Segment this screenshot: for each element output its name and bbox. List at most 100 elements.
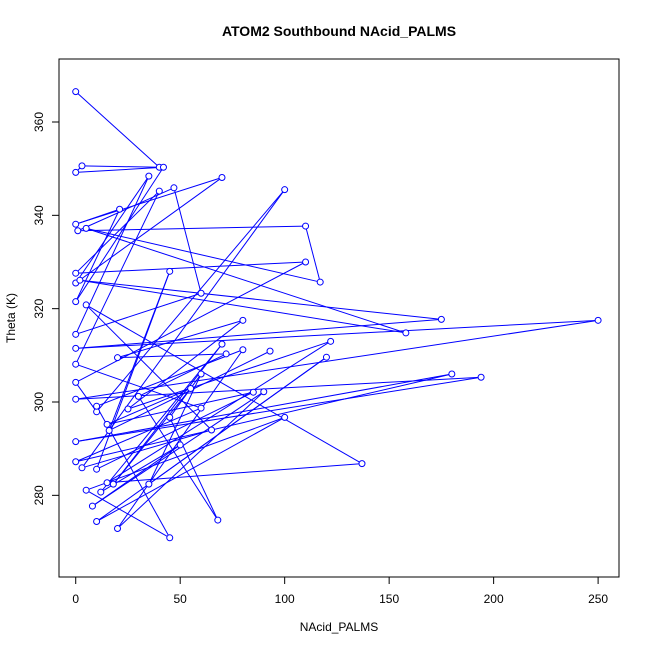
x-tick-label: 250	[588, 592, 608, 606]
data-point	[82, 486, 90, 494]
data-point	[218, 174, 226, 182]
data-point	[82, 301, 90, 309]
series-lines	[75, 91, 599, 539]
data-point	[78, 464, 86, 472]
series-segment	[75, 373, 452, 463]
data-point	[72, 438, 80, 446]
data-point	[260, 388, 268, 396]
series-segment	[75, 319, 599, 400]
data-point	[239, 316, 247, 324]
data-point	[208, 426, 216, 434]
data-point	[594, 316, 602, 324]
data-point	[72, 269, 80, 277]
x-tick-label: 100	[275, 592, 295, 606]
data-point	[72, 220, 80, 228]
x-tick-label: 200	[484, 592, 504, 606]
data-point	[448, 370, 456, 378]
series-segment	[79, 279, 406, 334]
data-point	[93, 517, 101, 525]
data-point	[249, 388, 257, 396]
y-tick-label: 360	[32, 112, 46, 132]
data-point	[145, 480, 153, 488]
data-point	[281, 186, 289, 194]
data-point	[437, 315, 445, 323]
data-point	[322, 353, 330, 361]
data-point	[72, 344, 80, 352]
series-segment	[85, 416, 285, 491]
data-point	[93, 402, 101, 410]
series-segment	[75, 190, 160, 365]
series-segment	[107, 463, 363, 484]
data-point	[327, 337, 335, 345]
data-point	[214, 516, 222, 524]
series-points	[72, 88, 602, 542]
data-point	[72, 88, 80, 96]
data-point	[124, 405, 132, 413]
data-point	[166, 267, 174, 275]
series-segment	[75, 261, 306, 274]
series-segment	[77, 225, 306, 232]
series-segment	[96, 356, 327, 522]
series-segment	[100, 343, 223, 493]
y-tick-label: 320	[32, 298, 46, 318]
series-segment	[173, 187, 202, 294]
data-point	[170, 184, 178, 192]
x-axis-label: NAcid_PALMS	[300, 620, 378, 634]
series-segment	[86, 227, 407, 334]
x-tick-label: 150	[379, 592, 399, 606]
data-point	[105, 426, 113, 434]
data-point	[239, 346, 247, 354]
data-point	[155, 187, 163, 195]
data-point	[159, 163, 167, 171]
series-segment	[108, 271, 171, 431]
series-segment	[75, 373, 452, 443]
series-segment	[117, 391, 265, 529]
data-point	[302, 222, 310, 230]
series-segment	[96, 189, 286, 413]
data-point	[222, 350, 230, 358]
series-segment	[75, 166, 164, 302]
plot-frame	[58, 58, 620, 578]
data-point	[93, 465, 101, 473]
data-point	[358, 460, 366, 468]
data-point	[197, 404, 205, 412]
data-point	[166, 413, 174, 421]
data-point	[72, 168, 80, 176]
data-point	[218, 340, 226, 348]
data-point	[281, 413, 289, 421]
data-point	[176, 441, 184, 449]
y-tick-label: 280	[32, 485, 46, 505]
series-segment	[75, 376, 482, 443]
y-tick-label: 340	[32, 205, 46, 225]
series-segment	[75, 292, 202, 335]
series-segment	[96, 416, 285, 522]
series-segment	[75, 91, 160, 168]
series-segment	[148, 373, 202, 485]
data-point	[302, 258, 310, 266]
data-point	[103, 420, 111, 428]
data-point	[78, 162, 86, 170]
data-point	[116, 205, 124, 213]
data-point	[114, 524, 122, 532]
data-point	[82, 224, 90, 232]
data-point	[197, 289, 205, 297]
y-axis: 280 300 320 340 360	[32, 112, 60, 505]
data-point	[402, 329, 410, 337]
data-point	[103, 479, 111, 487]
series-segment	[106, 340, 331, 484]
data-point	[266, 347, 274, 355]
data-point	[187, 384, 195, 392]
data-point	[197, 370, 205, 378]
x-tick-label: 0	[72, 592, 79, 606]
series-segment	[75, 318, 442, 349]
data-point	[97, 488, 105, 496]
series-segment	[106, 388, 191, 425]
data-point	[72, 378, 80, 386]
data-point	[316, 278, 324, 286]
series-segment	[127, 340, 331, 410]
series-segment	[127, 319, 244, 410]
series-segment	[85, 304, 363, 465]
y-axis-label: Theta (K)	[4, 293, 18, 343]
series-segment	[96, 391, 254, 470]
